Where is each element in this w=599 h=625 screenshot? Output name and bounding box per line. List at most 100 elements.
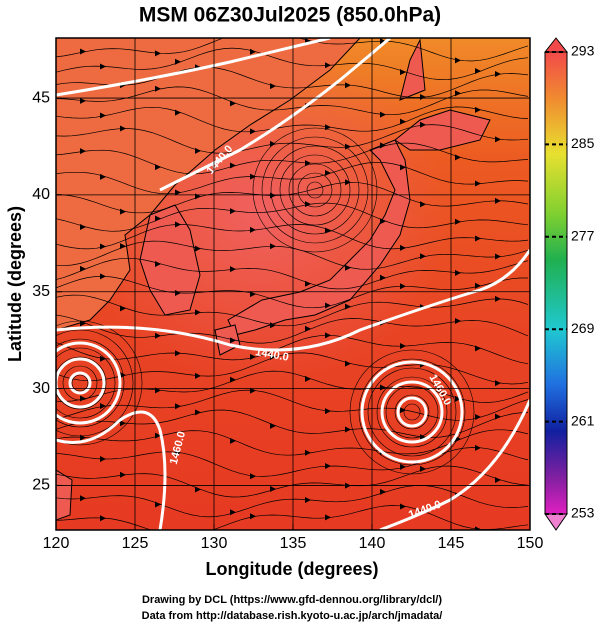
vortex-streamline: [358, 358, 466, 466]
vortex-streamline: [367, 367, 457, 457]
flow-arrow: [250, 226, 256, 233]
flow-arrow: [345, 264, 351, 271]
flow-arrow: [120, 305, 126, 312]
flow-arrow: [400, 283, 406, 290]
flow-arrow: [155, 85, 161, 92]
vortex-streamline: [288, 163, 342, 217]
flow-arrow: [155, 501, 161, 508]
flow-arrow: [270, 422, 276, 429]
flow-arrow: [270, 83, 276, 90]
colorbar-ticks: 253 261 269 277 285 293: [545, 43, 595, 521]
colorbar-tick-label: 269: [571, 320, 595, 336]
y-axis-label: Latitude (degrees): [5, 206, 25, 362]
vortex-streamline: [270, 145, 360, 235]
vortex-streamline: [56, 329, 134, 437]
flow-arrow: [400, 69, 406, 76]
x-tick-label: 130: [201, 535, 228, 552]
flow-arrow: [120, 243, 126, 250]
flow-arrow: [380, 488, 386, 495]
flow-arrow: [475, 235, 481, 242]
flow-arrow: [120, 125, 126, 132]
y-tick-label: 25: [32, 477, 50, 494]
flow-arrow: [495, 295, 501, 302]
colorbar-tick-label: 293: [571, 43, 595, 59]
y-tick-label: 35: [32, 283, 50, 300]
flow-arrow: [80, 265, 86, 272]
flow-arrow: [175, 533, 181, 539]
flow-arrow: [230, 509, 236, 516]
x-tick-label: 140: [359, 535, 386, 552]
x-tick-label: 135: [280, 535, 307, 552]
flow-arrow: [100, 456, 106, 463]
flow-arrow: [475, 282, 481, 289]
flow-arrow: [100, 112, 106, 119]
flow-arrow: [400, 118, 406, 125]
flow-arrow: [475, 345, 481, 352]
flow-arrow: [400, 244, 406, 251]
flow-arrow: [230, 30, 236, 36]
footer-line: Data from http://database.rish.kyoto-u.a…: [142, 610, 443, 622]
flow-arrow: [195, 309, 201, 316]
flow-arrow: [155, 50, 161, 57]
flow-arrow: [305, 280, 311, 287]
vortex-streamline: [56, 338, 125, 428]
colorbar-bottom-extension: [544, 513, 568, 531]
flow-arrow: [305, 449, 311, 456]
flow-arrow: [175, 350, 181, 357]
vortex-streamline: [56, 320, 143, 446]
flow-arrow: [100, 173, 106, 180]
flow-arrow: [495, 413, 501, 420]
flow-arrow: [155, 260, 161, 267]
flow-arrow: [250, 387, 256, 394]
flow-arrow: [325, 462, 331, 469]
flow-arrow: [305, 160, 311, 167]
flow-arrow: [345, 303, 351, 310]
flow-arrow: [420, 121, 426, 128]
flow-arrow: [455, 90, 461, 97]
flow-arrow: [380, 218, 386, 225]
flow-arrow: [230, 266, 236, 273]
flow-arrow: [495, 136, 501, 143]
flow-arrow: [325, 514, 331, 521]
vortex-streamline: [261, 136, 369, 244]
colorbar-top-extension: [543, 37, 569, 53]
flow-arrow: [345, 360, 351, 367]
flow-arrow: [400, 342, 406, 349]
flow-arrow: [250, 48, 256, 55]
flow-arrow: [195, 409, 201, 416]
flow-arrow: [455, 269, 461, 276]
flow-arrow: [420, 434, 426, 441]
vortex-streamline: [394, 394, 430, 430]
flow-arrow: [455, 395, 461, 402]
flow-arrow: [495, 253, 501, 260]
flow-arrow: [380, 38, 386, 45]
flow-arrow: [305, 497, 311, 504]
flow-arrow: [455, 154, 461, 161]
flow-arrow: [305, 201, 311, 208]
flow-arrow: [80, 223, 86, 230]
flow-arrow: [380, 111, 386, 118]
flow-arrow: [420, 253, 426, 260]
flow-arrow: [495, 70, 501, 77]
flow-arrow: [455, 57, 461, 64]
flow-arrow: [400, 164, 406, 171]
flow-arrow: [230, 100, 236, 107]
flow-arrow: [270, 243, 276, 250]
flow-arrow: [250, 353, 256, 360]
flow-arrow: [195, 245, 201, 252]
colorbar-tick-label: 285: [571, 135, 595, 151]
flow-arrow: [400, 407, 406, 414]
flow-arrow: [475, 414, 481, 421]
colorbar-tick-label: 253: [571, 505, 595, 521]
vortex-streamline: [56, 356, 107, 410]
flow-arrow: [495, 476, 501, 483]
flow-arrow: [100, 515, 106, 522]
flow-arrow: [175, 449, 181, 456]
flow-arrow: [380, 142, 386, 149]
flow-arrow: [325, 408, 331, 415]
flow-arrow: [195, 486, 201, 493]
flow-arrow: [195, 372, 201, 379]
flow-arrow: [400, 463, 406, 470]
flow-arrow: [345, 143, 351, 150]
